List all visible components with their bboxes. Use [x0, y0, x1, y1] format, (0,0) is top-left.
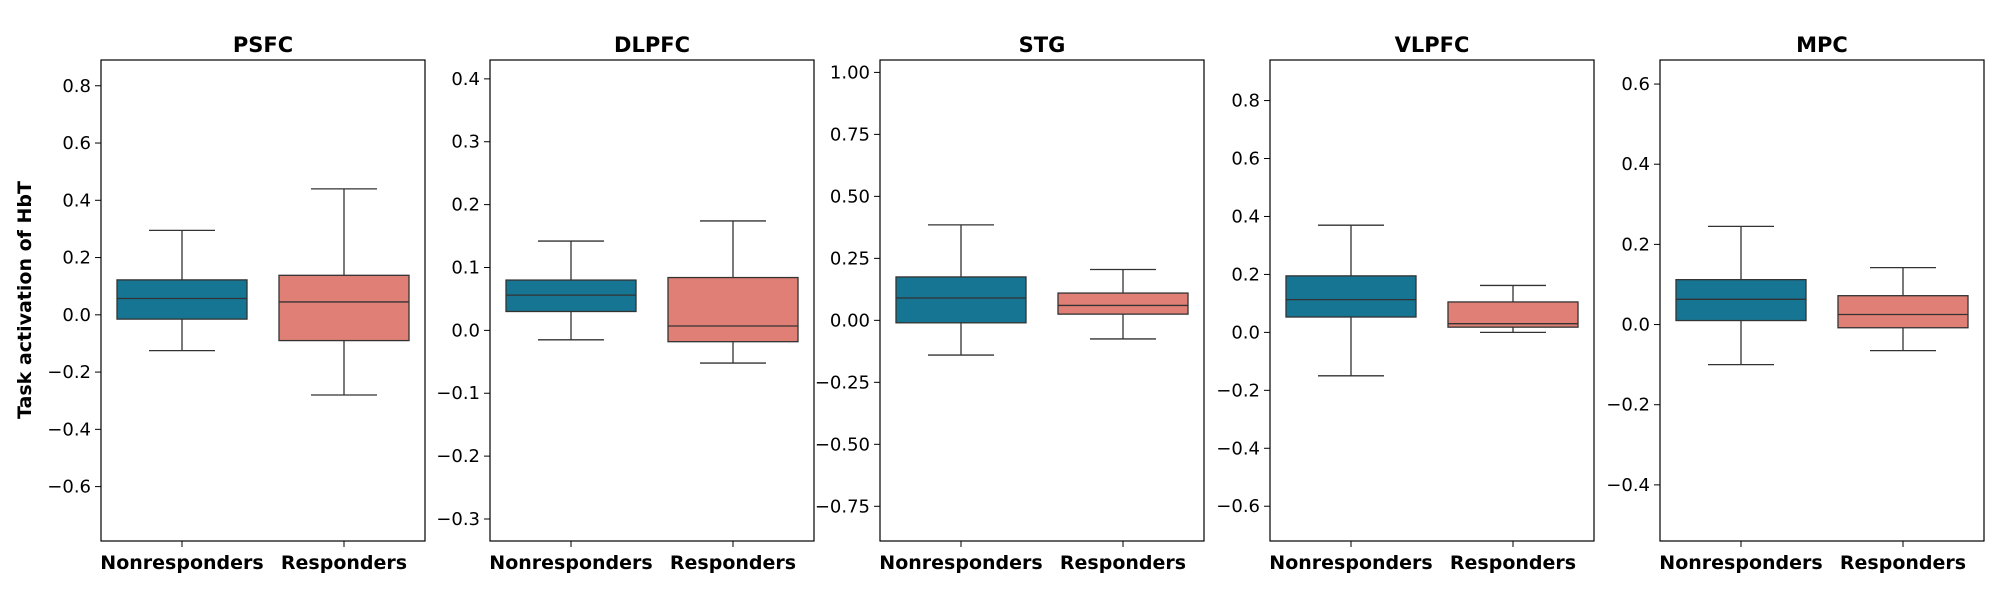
axes-frame — [1659, 59, 1985, 542]
y-axis-label: Task activation of HbT — [14, 181, 36, 419]
box-nonresponders — [895, 224, 1027, 356]
y-tick-label: 0.2 — [1231, 264, 1260, 285]
box-iqr — [1285, 275, 1417, 318]
y-tick-label: 0.75 — [830, 124, 870, 145]
y-tick-label: −0.25 — [815, 372, 870, 393]
box-iqr — [895, 276, 1027, 324]
panel-title: VLPFC — [1395, 33, 1470, 57]
panel-title: DLPFC — [614, 33, 690, 57]
x-category-label: Nonresponders — [1269, 552, 1432, 574]
box-iqr — [1057, 292, 1189, 315]
y-tick-label: −0.3 — [436, 509, 480, 530]
y-tick-label: 0.0 — [1621, 315, 1650, 336]
panel-stg: STG −0.75 −0.50 −0.25 0.00 0.25 0.50 0.75 1.00 No… — [815, 33, 1205, 574]
y-tick-label: 0.4 — [1231, 206, 1260, 227]
y-tick-label: −0.4 — [47, 419, 91, 440]
axes-frame — [879, 59, 1205, 542]
y-tick-label: 0.2 — [62, 248, 91, 269]
y-tick-label: 0.0 — [62, 305, 91, 326]
panel-mpc: MPC −0.4 −0.2 0.0 0.2 0.4 0.6 Nonresponders Resp… — [1606, 33, 1985, 574]
y-tick-label: −0.75 — [815, 496, 870, 517]
panel-title: MPC — [1796, 33, 1848, 57]
y-tick-label: 0.50 — [830, 186, 870, 207]
box-iqr — [116, 279, 248, 320]
panel-psfc: PSFC −0.6 −0.4 −0.2 0.0 0.2 0.4 0.6 0.8 Nonrespon… — [47, 33, 426, 574]
y-tick-label: 0.6 — [1621, 74, 1650, 95]
y-tick-label: 0.3 — [451, 132, 480, 153]
y-tick-label: −0.2 — [1606, 395, 1650, 416]
box-iqr — [1447, 301, 1579, 328]
panel-title: STG — [1019, 33, 1066, 57]
x-category-label: Responders — [1060, 552, 1186, 574]
y-tick-label: 0.8 — [1231, 91, 1260, 112]
y-tick-label: 0.0 — [1231, 322, 1260, 343]
box-responders — [278, 188, 410, 396]
box-responders — [1447, 284, 1579, 334]
box-iqr — [1675, 279, 1807, 322]
y-tick-label: −0.6 — [47, 477, 91, 498]
x-category-label: Responders — [670, 552, 796, 574]
y-tick-label: −0.2 — [47, 362, 91, 383]
x-category-label: Responders — [1840, 552, 1966, 574]
y-tick-label: −0.4 — [1606, 475, 1650, 496]
x-category-label: Nonresponders — [489, 552, 652, 574]
x-category-label: Responders — [1450, 552, 1576, 574]
box-nonresponders — [1675, 225, 1807, 366]
y-tick-label: −0.4 — [1216, 438, 1260, 459]
x-category-label: Nonresponders — [1659, 552, 1822, 574]
box-iqr — [278, 274, 410, 342]
x-category-label: Nonresponders — [879, 552, 1042, 574]
y-tick-label: −0.50 — [815, 434, 870, 455]
y-tick-label: 0.4 — [62, 190, 91, 211]
y-tick-label: 0.2 — [451, 195, 480, 216]
box-responders — [1057, 268, 1189, 340]
y-tick-label: −0.1 — [436, 383, 480, 404]
y-tick-label: −0.2 — [1216, 380, 1260, 401]
box-iqr — [667, 276, 799, 343]
x-category-label: Nonresponders — [100, 552, 263, 574]
axes-frame — [489, 59, 815, 542]
box-nonresponders — [505, 240, 637, 341]
panels: PSFC −0.6 −0.4 −0.2 0.0 0.2 0.4 0.6 0.8 Nonrespon… — [47, 33, 1985, 574]
box-responders — [1837, 266, 1969, 352]
box-nonresponders — [1285, 224, 1417, 377]
panel-title: PSFC — [233, 33, 293, 57]
box-iqr — [1837, 295, 1969, 329]
y-tick-label: 0.1 — [451, 257, 480, 278]
box-responders — [667, 220, 799, 364]
panel-dlpfc: DLPFC −0.3 −0.2 −0.1 0.0 0.1 0.2 0.3 0.4 Nonrespo… — [436, 33, 815, 574]
y-tick-label: 0.25 — [830, 248, 870, 269]
y-tick-label: 0.4 — [451, 69, 480, 90]
y-tick-label: 0.0 — [451, 320, 480, 341]
y-tick-label: −0.6 — [1216, 496, 1260, 517]
panel-vlpfc: VLPFC −0.6 −0.4 −0.2 0.0 0.2 0.4 0.6 0.8 Nonrespo… — [1216, 33, 1595, 574]
y-tick-label: 0.6 — [62, 133, 91, 154]
y-tick-label: 0.8 — [62, 76, 91, 97]
x-category-label: Responders — [281, 552, 407, 574]
y-tick-label: 0.4 — [1621, 154, 1650, 175]
y-tick-label: 1.00 — [830, 62, 870, 83]
y-tick-label: 0.00 — [830, 310, 870, 331]
axes-frame — [1269, 59, 1595, 542]
y-tick-label: 0.2 — [1621, 234, 1650, 255]
y-tick-label: 0.6 — [1231, 149, 1260, 170]
y-tick-label: −0.2 — [436, 446, 480, 467]
box-nonresponders — [116, 229, 248, 352]
axes-frame — [100, 59, 426, 542]
